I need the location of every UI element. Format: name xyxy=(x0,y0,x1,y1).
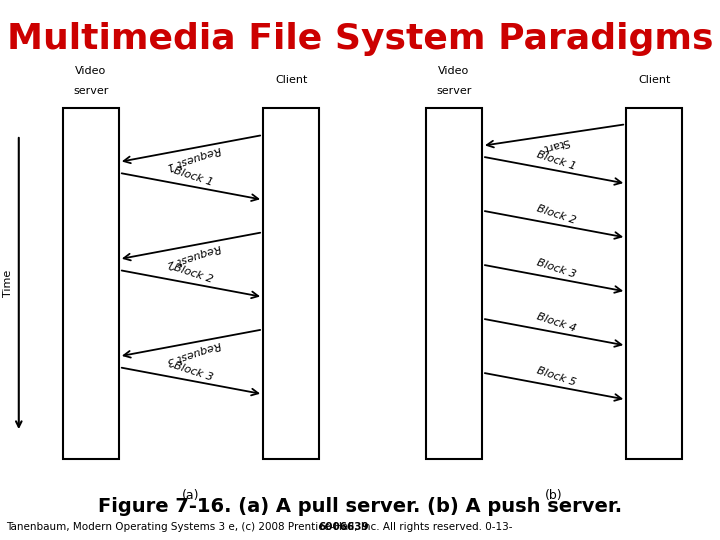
Bar xyxy=(626,108,683,459)
Text: Tanenbaum, Modern Operating Systems 3 e, (c) 2008 Prentice-Hall, Inc. All rights: Tanenbaum, Modern Operating Systems 3 e,… xyxy=(6,522,513,532)
Text: server: server xyxy=(436,86,472,96)
Text: Block 1: Block 1 xyxy=(172,166,215,188)
Text: Client: Client xyxy=(638,75,670,85)
Text: Video: Video xyxy=(438,65,469,76)
Text: Block 2: Block 2 xyxy=(536,204,577,226)
Text: Block 3: Block 3 xyxy=(172,360,215,382)
Text: Request 2: Request 2 xyxy=(165,241,222,269)
Text: (a): (a) xyxy=(182,489,199,502)
Text: Block 4: Block 4 xyxy=(536,312,577,334)
Text: Request 3: Request 3 xyxy=(165,339,222,366)
Text: Time: Time xyxy=(2,270,12,297)
Text: Request 1: Request 1 xyxy=(165,144,222,172)
Text: Block 2: Block 2 xyxy=(172,263,215,285)
Text: Block 3: Block 3 xyxy=(536,258,577,280)
Text: Block 5: Block 5 xyxy=(536,366,577,388)
Text: Multimedia File System Paradigms: Multimedia File System Paradigms xyxy=(6,22,714,56)
Text: 6006639: 6006639 xyxy=(319,522,369,532)
Text: Video: Video xyxy=(75,65,107,76)
Bar xyxy=(263,108,319,459)
Text: Client: Client xyxy=(275,75,307,85)
Text: server: server xyxy=(73,86,109,96)
Text: Start: Start xyxy=(541,136,570,153)
Bar xyxy=(426,108,482,459)
Bar xyxy=(63,108,119,459)
Text: Block 1: Block 1 xyxy=(536,150,577,172)
Text: (b): (b) xyxy=(545,489,563,502)
Text: Figure 7-16. (a) A pull server. (b) A push server.: Figure 7-16. (a) A pull server. (b) A pu… xyxy=(98,497,622,516)
